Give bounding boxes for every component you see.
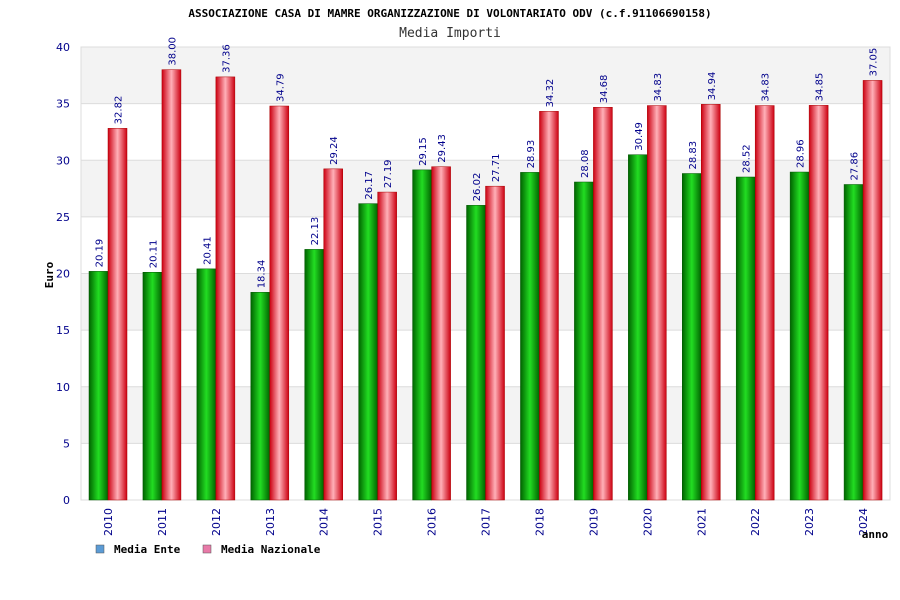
y-tick-label: 40	[56, 41, 70, 54]
data-label: 34.79	[275, 73, 286, 102]
bar-media-nazionale-2012	[215, 76, 236, 501]
bar-media-ente-2022	[735, 176, 756, 501]
data-label: 34.68	[599, 75, 610, 104]
bar-media-nazionale-2011	[161, 69, 182, 501]
bar-media-ente-2016	[412, 169, 432, 501]
data-label: 28.96	[796, 139, 807, 168]
data-label: 27.71	[491, 154, 502, 183]
bar-media-nazionale-2018	[539, 111, 559, 501]
data-label: 37.05	[869, 48, 880, 77]
bar-media-nazionale-2024	[862, 80, 883, 501]
y-axis-ticks: 0 5 10 15 20 25 30 35 40	[56, 41, 70, 507]
y-tick-label: 30	[56, 154, 70, 167]
bar-media-ente-2021	[682, 173, 702, 501]
data-label: 20.19	[95, 239, 106, 268]
bar-media-ente-2023	[789, 171, 810, 501]
x-tick-label: 2015	[372, 508, 385, 536]
bar-media-ente-2017	[466, 205, 486, 501]
x-tick-label: 2012	[210, 508, 223, 536]
data-label: 28.93	[526, 140, 537, 169]
bar-media-ente-2018	[520, 172, 540, 501]
y-tick-label: 0	[63, 494, 70, 507]
bar-media-ente-2011	[142, 272, 163, 501]
bar-media-nazionale-2015	[377, 191, 397, 501]
y-tick-label: 35	[56, 98, 70, 111]
x-tick-label: 2013	[264, 508, 277, 536]
x-tick-label: 2023	[803, 508, 816, 536]
legend-label-media-ente: Media Ente	[114, 543, 181, 556]
bar-media-ente-2013	[250, 292, 271, 501]
data-label: 18.34	[256, 260, 267, 289]
data-label: 34.83	[761, 73, 772, 102]
x-tick-label: 2017	[480, 508, 493, 536]
x-tick-label: 2010	[102, 508, 115, 536]
legend-swatch-media-nazionale	[202, 544, 212, 554]
data-label: 26.02	[472, 173, 483, 202]
y-tick-label: 15	[56, 324, 70, 337]
y-tick-label: 5	[63, 437, 70, 450]
y-axis-label: Euro	[43, 261, 56, 288]
data-label: 22.13	[310, 217, 321, 246]
data-label: 38.00	[167, 37, 178, 66]
bar-media-ente-2020	[628, 154, 648, 501]
legend-swatch-media-ente	[95, 544, 105, 554]
data-label: 29.24	[329, 136, 340, 165]
x-axis-ticks: 2010 2011 2012 2013 2014 2015 2016 2017 2018 2019…	[102, 508, 870, 536]
x-tick-label: 2024	[857, 508, 870, 536]
data-label: 34.94	[707, 72, 718, 101]
bar-media-ente-2015	[358, 203, 378, 501]
bar-media-nazionale-2022	[754, 105, 775, 501]
x-tick-label: 2018	[533, 508, 546, 536]
bars	[88, 69, 883, 501]
bar-media-nazionale-2021	[701, 104, 721, 501]
chart-title: ASSOCIAZIONE CASA DI MAMRE ORGANIZZAZION…	[188, 7, 711, 20]
x-tick-label: 2014	[318, 508, 331, 536]
data-label: 28.08	[580, 149, 591, 178]
data-label: 32.82	[114, 96, 125, 125]
data-label: 34.85	[815, 73, 826, 102]
x-tick-label: 2016	[426, 508, 439, 536]
bar-media-nazionale-2023	[808, 105, 829, 501]
bar-media-nazionale-2020	[647, 105, 667, 501]
data-labels: 20.19 32.82 20.11 38.00 20.41 37.36 18.34 34.79…	[95, 37, 880, 288]
bar-media-ente-2014	[304, 249, 324, 501]
bar-media-ente-2019	[574, 181, 594, 501]
data-label: 20.41	[202, 236, 213, 265]
x-tick-label: 2022	[749, 508, 762, 536]
data-label: 28.52	[742, 144, 753, 173]
data-label: 28.83	[688, 141, 699, 170]
data-label: 34.83	[653, 73, 664, 102]
bar-media-ente-2012	[196, 268, 217, 501]
y-tick-label: 25	[56, 211, 70, 224]
bar-media-nazionale-2019	[593, 106, 613, 501]
bar-media-nazionale-2010	[107, 128, 128, 501]
bar-media-ente-2024	[843, 184, 864, 501]
data-label: 27.19	[383, 159, 394, 188]
x-axis-label: anno	[862, 528, 889, 541]
data-label: 30.49	[634, 122, 645, 151]
data-label: 29.43	[437, 134, 448, 163]
legend: Media Ente Media Nazionale	[95, 543, 321, 556]
bar-media-nazionale-2013	[269, 105, 290, 501]
data-label: 26.17	[364, 171, 375, 200]
data-label: 29.15	[418, 137, 429, 166]
data-label: 20.11	[148, 240, 159, 269]
x-tick-label: 2021	[695, 508, 708, 536]
x-tick-label: 2011	[156, 508, 169, 536]
data-label: 27.86	[850, 152, 861, 181]
bar-media-nazionale-2016	[431, 166, 451, 501]
bar-media-ente-2010	[88, 271, 109, 501]
y-tick-label: 10	[56, 381, 70, 394]
y-tick-label: 20	[56, 268, 70, 281]
chart-subtitle: Media Importi	[399, 26, 501, 41]
legend-label-media-nazionale: Media Nazionale	[221, 543, 321, 556]
data-label: 34.32	[545, 79, 556, 108]
bar-media-nazionale-2014	[323, 168, 343, 501]
data-label: 37.36	[221, 44, 232, 73]
bar-media-nazionale-2017	[485, 185, 505, 501]
x-tick-label: 2019	[587, 508, 600, 536]
x-tick-label: 2020	[641, 508, 654, 536]
